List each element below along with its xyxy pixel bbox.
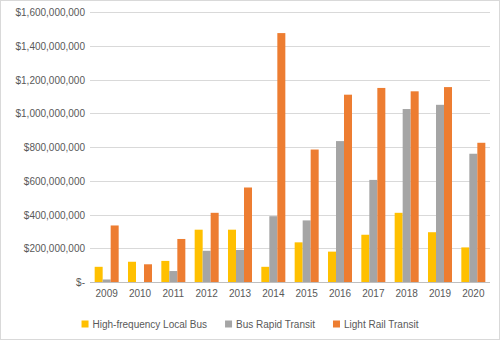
bar — [144, 264, 152, 282]
x-tick-label: 2011 — [163, 288, 185, 299]
x-tick-label: 2013 — [229, 288, 252, 299]
legend-label: Light Rail Transit — [344, 319, 419, 330]
y-axis-labels: $- $200,000,000 $400,000,000 $600,000,000 $8… — [15, 7, 85, 288]
bar — [411, 91, 419, 282]
x-tick-label: 2017 — [362, 288, 385, 299]
bar — [211, 213, 219, 282]
y-tick-label: $1,600,000,000 — [15, 7, 85, 18]
grid — [90, 13, 490, 249]
bar — [203, 251, 211, 282]
y-tick-label: $1,000,000,000 — [15, 108, 85, 119]
x-tick-label: 2018 — [396, 288, 419, 299]
bar — [395, 213, 403, 282]
bar — [361, 235, 369, 282]
y-tick-label: $- — [76, 277, 85, 288]
bar — [311, 150, 319, 282]
y-tick-label: $600,000,000 — [24, 176, 86, 187]
bar — [469, 154, 477, 282]
legend-swatch — [82, 321, 89, 328]
y-tick-label: $200,000,000 — [24, 243, 86, 254]
grid-line — [90, 181, 490, 182]
x-tick-label: 2020 — [462, 288, 485, 299]
bar — [228, 230, 236, 282]
x-tick-label: 2014 — [262, 288, 285, 299]
bar — [161, 261, 169, 282]
chart: $- $200,000,000 $400,000,000 $600,000,000 $8… — [0, 0, 500, 340]
y-tick-label: $800,000,000 — [24, 142, 86, 153]
bar — [336, 141, 344, 282]
x-tick-label: 2016 — [329, 288, 352, 299]
bar — [295, 242, 303, 282]
grid-line — [90, 46, 490, 47]
grid-line — [90, 113, 490, 114]
x-tick-label: 2019 — [429, 288, 452, 299]
bar — [428, 232, 436, 282]
chart-frame — [1, 1, 500, 340]
legend: High-frequency Local Bus Bus Rapid Transi… — [82, 319, 419, 330]
page: {"chart_data": {"type": "bar", "categori… — [0, 0, 500, 340]
bar — [328, 252, 336, 282]
bar — [477, 143, 485, 282]
y-tick-label: $400,000,000 — [24, 210, 86, 221]
bar — [277, 33, 285, 282]
bar — [436, 105, 444, 282]
bar — [444, 87, 452, 282]
bar — [111, 225, 119, 282]
grid-line — [90, 80, 490, 81]
bar — [303, 220, 311, 282]
x-tick-label: 2015 — [296, 288, 319, 299]
bar — [344, 95, 352, 282]
bar — [244, 188, 252, 283]
legend-swatch — [225, 321, 232, 328]
y-tick-label: $1,400,000,000 — [15, 41, 85, 52]
bar — [269, 216, 277, 282]
bar — [236, 250, 244, 282]
legend-label: Bus Rapid Transit — [236, 319, 315, 330]
x-tick-label: 2010 — [129, 288, 152, 299]
grid-line — [90, 12, 490, 13]
x-tick-label: 2012 — [196, 288, 219, 299]
bar — [461, 247, 469, 282]
bar — [177, 239, 185, 282]
bar — [103, 279, 111, 282]
legend-swatch — [333, 321, 340, 328]
bar — [369, 180, 377, 282]
bar — [95, 267, 103, 282]
grid-line — [90, 215, 490, 216]
x-tick-label: 2009 — [96, 288, 119, 299]
y-tick-label: $1,200,000,000 — [15, 75, 85, 86]
x-axis-line — [90, 282, 490, 283]
bar — [136, 282, 144, 283]
bar — [128, 262, 136, 282]
x-axis-labels: 2009 2010 2011 2012 2013 2014 2015 2016 2017 2018… — [96, 288, 485, 299]
bar — [377, 88, 385, 282]
bar — [195, 230, 203, 282]
bar — [169, 271, 177, 282]
bars — [95, 33, 486, 282]
bar — [403, 109, 411, 282]
legend-label: High-frequency Local Bus — [93, 319, 208, 330]
bar — [261, 267, 269, 282]
grid-line — [90, 147, 490, 148]
